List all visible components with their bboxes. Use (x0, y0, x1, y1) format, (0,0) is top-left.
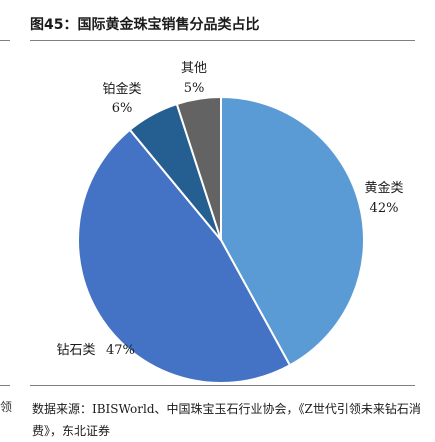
slice-label-gold-name: 黄金类 (364, 180, 403, 196)
slice-label-other-value: 5% (184, 81, 205, 96)
slice-label-platinum-name: 铂金类 (102, 81, 141, 97)
source-note: 数据来源：IBISWorld、中国珠宝玉石行业协会，《Z世代引领未来钻石消费》，… (32, 402, 421, 438)
slice-label-gold-value: 42% (370, 201, 399, 216)
slice-label-diamond-value: 47% (106, 343, 135, 358)
pie-slice-gold (220, 95, 365, 367)
slice-label-other-name: 其他 (181, 61, 207, 76)
divider (30, 385, 415, 386)
chart-title: 图45：国际黄金珠宝销售分品类占比 (30, 17, 260, 33)
slice-label-diamond-name: 钻石类 (56, 343, 95, 358)
pie-slice-diamond (77, 128, 292, 384)
slice-label-platinum-value: 6% (112, 101, 133, 116)
pie-slices (77, 95, 365, 384)
divider (30, 40, 415, 41)
divider (0, 40, 10, 41)
pie-slice-other (175, 95, 222, 241)
cropped-text: 领 (0, 400, 13, 414)
divider (0, 385, 10, 386)
